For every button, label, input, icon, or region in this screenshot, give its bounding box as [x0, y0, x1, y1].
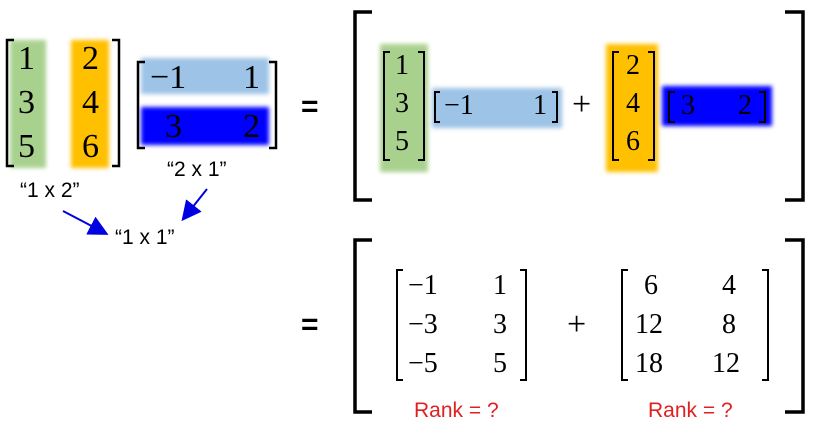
result2-entry: 8	[722, 309, 736, 340]
result2-entry: 18	[635, 348, 663, 379]
arrow-1x2	[62, 210, 109, 235]
plus-sign: +	[567, 306, 587, 343]
arrow-2x1	[181, 188, 208, 222]
row2-highlight-blue	[141, 107, 269, 145]
rank-label-2: Rank = ?	[648, 399, 733, 422]
result1-entry: 1	[493, 270, 507, 301]
result1-entry: −3	[408, 309, 438, 340]
matrix-b-entry: 1	[243, 59, 260, 96]
term1-col-highlight	[380, 44, 428, 172]
result1-entry: −5	[408, 348, 438, 379]
term2-row-highlight	[662, 86, 772, 126]
matrix-a-entry: 3	[18, 84, 35, 121]
plus-sign: +	[572, 86, 592, 123]
matrix-b-left-bracket	[136, 60, 145, 150]
matrix-a-entry: 1	[18, 40, 35, 77]
outer-bracket-right-top	[785, 10, 805, 202]
term2-col-highlight	[606, 44, 658, 172]
term1-col-entry: 5	[395, 126, 409, 157]
result1-entry: 5	[493, 348, 507, 379]
matrix-b-entry: −1	[150, 59, 187, 96]
result2-entry: 4	[722, 270, 736, 301]
result2-entry: 6	[644, 270, 658, 301]
outer-bracket-right-bottom	[785, 238, 805, 414]
term2-col-entry: 4	[626, 88, 640, 119]
term2-col-entry: 2	[626, 50, 640, 81]
col2-highlight-orange	[71, 40, 109, 168]
label-1x1: “1 x 1”	[115, 226, 175, 249]
matrix-a-right-bracket	[112, 38, 121, 168]
matrix-a-left-bracket	[5, 38, 14, 168]
matrix-a-entry: 5	[18, 128, 35, 165]
matrix-b-right-bracket	[269, 60, 278, 150]
term1-row-highlight	[432, 88, 562, 128]
term2-row-entry: 3	[681, 90, 695, 121]
matrix-b-entry: 3	[165, 108, 182, 145]
col1-highlight-green	[10, 40, 46, 168]
row1-highlight-lightblue	[141, 58, 269, 94]
outer-bracket-left-bottom	[353, 238, 372, 414]
result2-entry: 12	[635, 309, 663, 340]
term2-row-entry: 2	[738, 90, 752, 121]
rank-label-1: Rank = ?	[414, 399, 499, 422]
matrix-b-entry: 2	[243, 108, 260, 145]
matrix-a-entry: 4	[82, 84, 99, 121]
result2-entry: 12	[712, 348, 740, 379]
result1-entry: 3	[493, 309, 507, 340]
result1-entry: −1	[408, 270, 438, 301]
outer-bracket-left-top	[353, 10, 372, 202]
label-1x2: “1 x 2”	[20, 179, 80, 202]
term1-col-entry: 1	[395, 50, 409, 81]
term1-row-entry: 1	[533, 90, 547, 121]
equals-sign: =	[301, 90, 319, 123]
matrix-a-entry: 2	[82, 40, 99, 77]
matrix-a-entry: 6	[82, 128, 99, 165]
term1-col-entry: 3	[395, 88, 409, 119]
term1-row-entry: −1	[444, 90, 474, 121]
label-2x1: “2 x 1”	[167, 158, 227, 181]
equals-sign: =	[301, 308, 319, 341]
term2-col-entry: 6	[626, 126, 640, 157]
